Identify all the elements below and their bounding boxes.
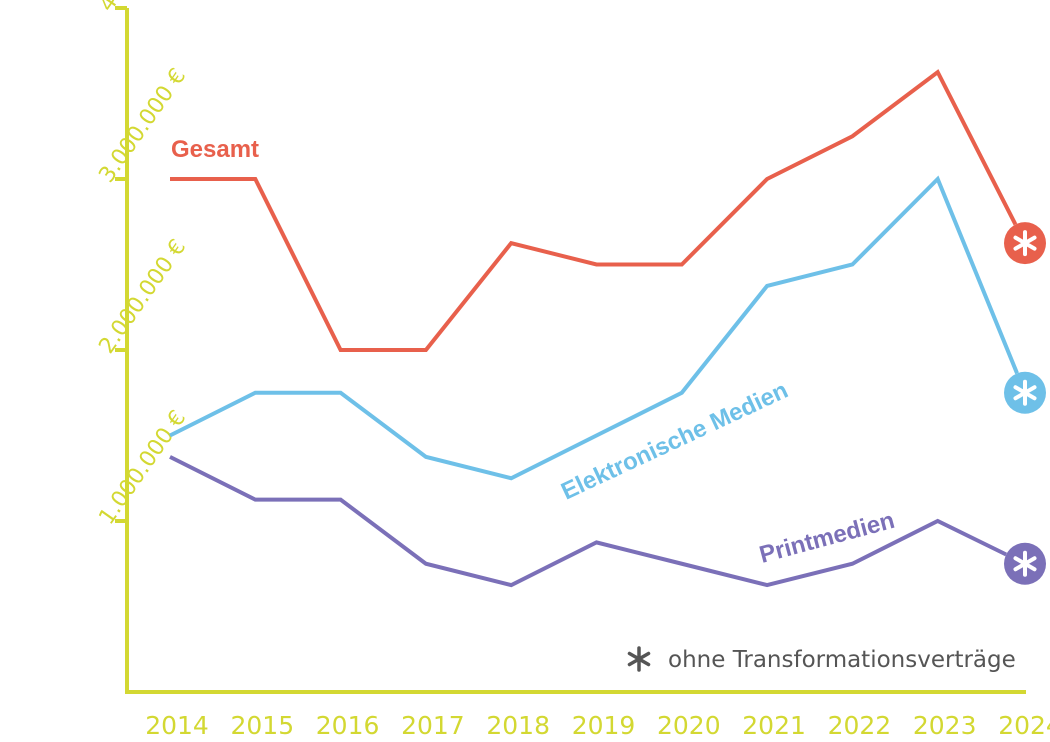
series-label-printmedien: Printmedien	[757, 507, 898, 569]
y-tick-label: 3.000.000 €	[94, 64, 191, 187]
y-tick-label: 1.000.000 €	[94, 406, 191, 529]
x-tick-label: 2018	[486, 711, 550, 740]
x-axis-ticks: 2014 2015 2016 2017 2018 2019 2020 2021 2022 2023…	[145, 711, 1050, 740]
y-tick-label: 4.000.000 €	[94, 0, 191, 16]
series-label-gesamt: Gesamt	[171, 136, 259, 163]
y-tick-label: 2.000.000 €	[94, 235, 191, 358]
x-tick-label: 2024	[998, 711, 1050, 740]
x-tick-label: 2016	[316, 711, 380, 740]
asterisk-glyph	[627, 646, 651, 672]
series-line-elektronische-medien	[169, 175, 1019, 481]
series-line-gesamt	[170, 69, 1018, 352]
end-marker-gesamt	[1004, 222, 1046, 265]
asterisk-icon	[627, 646, 651, 672]
x-tick-label: 2015	[230, 711, 294, 740]
axis-lines	[125, 8, 1026, 694]
asterisk-icon	[1013, 550, 1037, 577]
x-tick-label: 2021	[742, 711, 806, 740]
end-marker-printmedien	[1004, 542, 1046, 585]
series-lines	[169, 69, 1019, 588]
end-markers	[1004, 222, 1046, 585]
x-tick-label: 2023	[913, 711, 977, 740]
footnote-text: ohne Transformationsverträge	[668, 647, 1016, 673]
x-tick-label: 2020	[657, 711, 721, 740]
asterisk-icon	[1013, 379, 1037, 406]
x-tick-label: 2019	[572, 711, 636, 740]
x-tick-label: 2022	[828, 711, 892, 740]
y-axis-ticks: 1.000.000 € 2.000.000 € 3.000.000 € 4.000.0…	[94, 0, 191, 529]
end-marker-elektronische-medien	[1004, 371, 1046, 414]
asterisk-icon	[1013, 230, 1037, 257]
footnote: ohne Transformationsverträge	[627, 646, 1016, 673]
x-tick-label: 2017	[401, 711, 465, 740]
x-tick-label: 2014	[145, 711, 209, 740]
series-line-printmedien	[169, 455, 1008, 588]
